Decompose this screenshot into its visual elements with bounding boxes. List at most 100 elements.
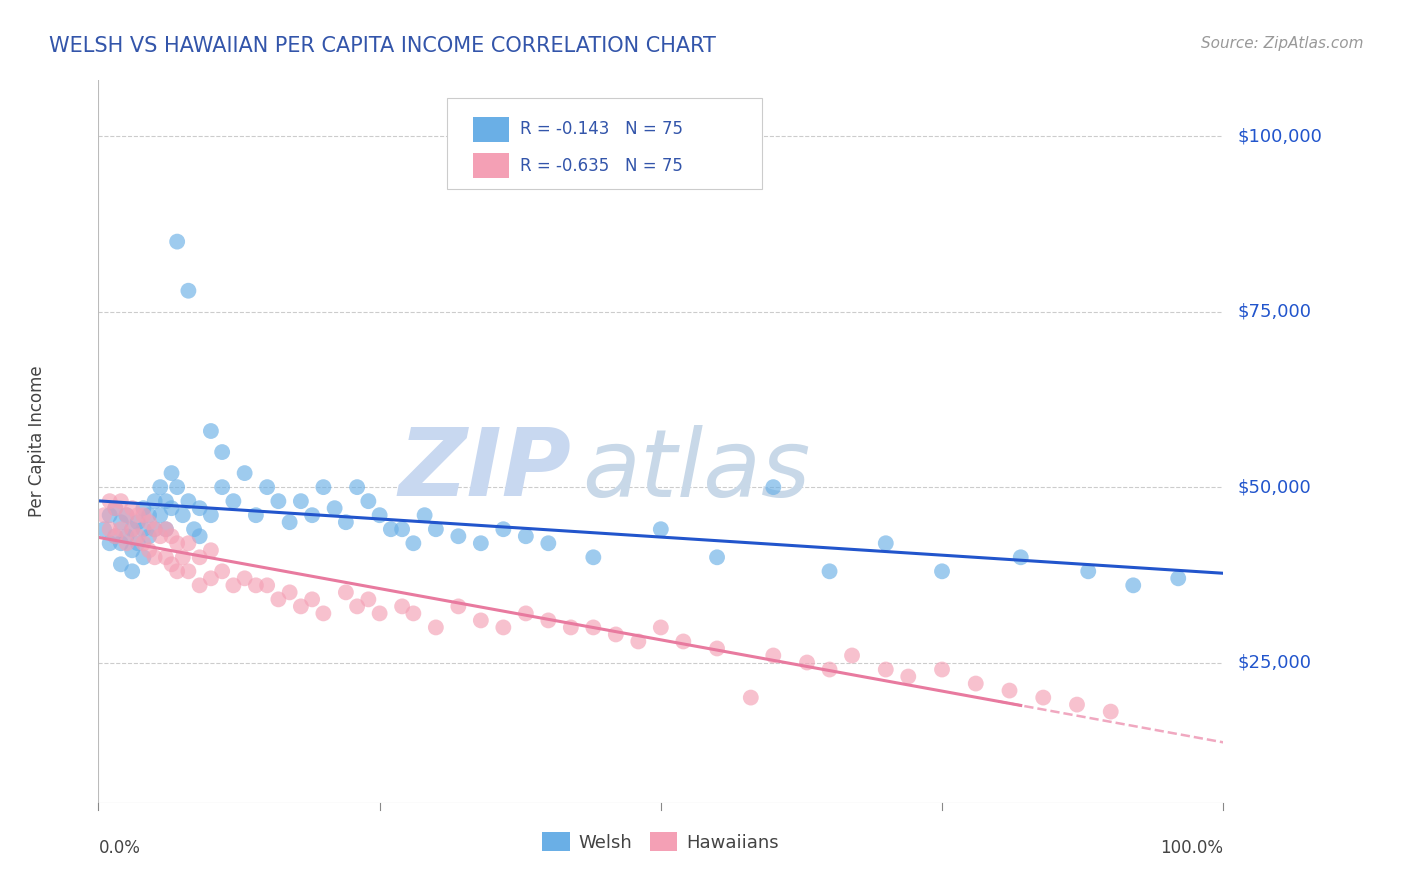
Point — [149, 508, 172, 523]
Text: WELSH VS HAWAIIAN PER CAPITA INCOME CORRELATION CHART: WELSH VS HAWAIIAN PER CAPITA INCOME CORR… — [49, 36, 716, 55]
Point — [931, 663, 953, 677]
Point — [143, 522, 166, 536]
Point — [875, 663, 897, 677]
Point — [762, 648, 785, 663]
Point — [110, 522, 132, 536]
Point — [127, 508, 149, 523]
Point — [98, 536, 121, 550]
Point — [149, 480, 172, 494]
Point — [115, 508, 138, 523]
Point — [188, 578, 211, 592]
Point — [582, 550, 605, 565]
Point — [278, 515, 301, 529]
Point — [132, 550, 155, 565]
Point — [132, 536, 155, 550]
Legend: Welsh, Hawaiians: Welsh, Hawaiians — [536, 825, 786, 859]
Point — [211, 445, 233, 459]
Point — [211, 564, 233, 578]
Point — [177, 284, 200, 298]
Point — [222, 578, 245, 592]
Text: 0.0%: 0.0% — [98, 838, 141, 857]
Point — [172, 508, 194, 523]
Point — [998, 683, 1021, 698]
Text: $75,000: $75,000 — [1237, 302, 1312, 321]
Point — [1032, 690, 1054, 705]
Point — [537, 536, 560, 550]
Point — [492, 522, 515, 536]
Point — [346, 480, 368, 494]
Point — [245, 578, 267, 592]
Point — [875, 536, 897, 550]
Point — [402, 536, 425, 550]
Point — [132, 508, 155, 523]
Point — [138, 515, 160, 529]
Text: 100.0%: 100.0% — [1160, 838, 1223, 857]
Point — [177, 494, 200, 508]
Point — [172, 550, 194, 565]
Point — [143, 494, 166, 508]
Point — [267, 494, 290, 508]
Point — [138, 543, 160, 558]
Point — [110, 494, 132, 508]
Text: R = -0.143   N = 75: R = -0.143 N = 75 — [520, 120, 683, 138]
Point — [627, 634, 650, 648]
Point — [368, 508, 391, 523]
Point — [127, 536, 149, 550]
Point — [323, 501, 346, 516]
Point — [470, 536, 492, 550]
Point — [335, 515, 357, 529]
Point — [796, 656, 818, 670]
Point — [200, 543, 222, 558]
Point — [357, 494, 380, 508]
Point — [605, 627, 627, 641]
Point — [160, 466, 183, 480]
Point — [312, 607, 335, 621]
Point — [818, 564, 841, 578]
Point — [380, 522, 402, 536]
Point — [245, 508, 267, 523]
Point — [762, 480, 785, 494]
Point — [160, 529, 183, 543]
Point — [98, 494, 121, 508]
Point — [492, 620, 515, 634]
Point — [98, 522, 121, 536]
Point — [104, 529, 127, 543]
Point — [115, 508, 138, 523]
Point — [132, 501, 155, 516]
Text: $25,000: $25,000 — [1237, 654, 1312, 672]
Point — [402, 607, 425, 621]
Point — [121, 564, 143, 578]
Point — [560, 620, 582, 634]
Point — [93, 522, 115, 536]
Point — [413, 508, 436, 523]
Point — [93, 508, 115, 523]
Point — [537, 614, 560, 628]
FancyBboxPatch shape — [472, 153, 509, 178]
Point — [256, 480, 278, 494]
Point — [211, 480, 233, 494]
Point — [166, 564, 188, 578]
Text: $100,000: $100,000 — [1237, 128, 1322, 145]
Point — [143, 550, 166, 565]
Point — [222, 494, 245, 508]
Point — [104, 501, 127, 516]
Point — [706, 550, 728, 565]
Point — [740, 690, 762, 705]
Point — [965, 676, 987, 690]
Point — [1167, 571, 1189, 585]
Point — [1077, 564, 1099, 578]
Point — [177, 536, 200, 550]
Point — [188, 550, 211, 565]
Text: R = -0.635   N = 75: R = -0.635 N = 75 — [520, 156, 683, 175]
Point — [301, 592, 323, 607]
Point — [1066, 698, 1088, 712]
Point — [110, 558, 132, 572]
Point — [183, 522, 205, 536]
Point — [233, 571, 256, 585]
Point — [166, 536, 188, 550]
Point — [121, 501, 143, 516]
Point — [138, 508, 160, 523]
Point — [357, 592, 380, 607]
Point — [155, 550, 177, 565]
Point — [149, 529, 172, 543]
